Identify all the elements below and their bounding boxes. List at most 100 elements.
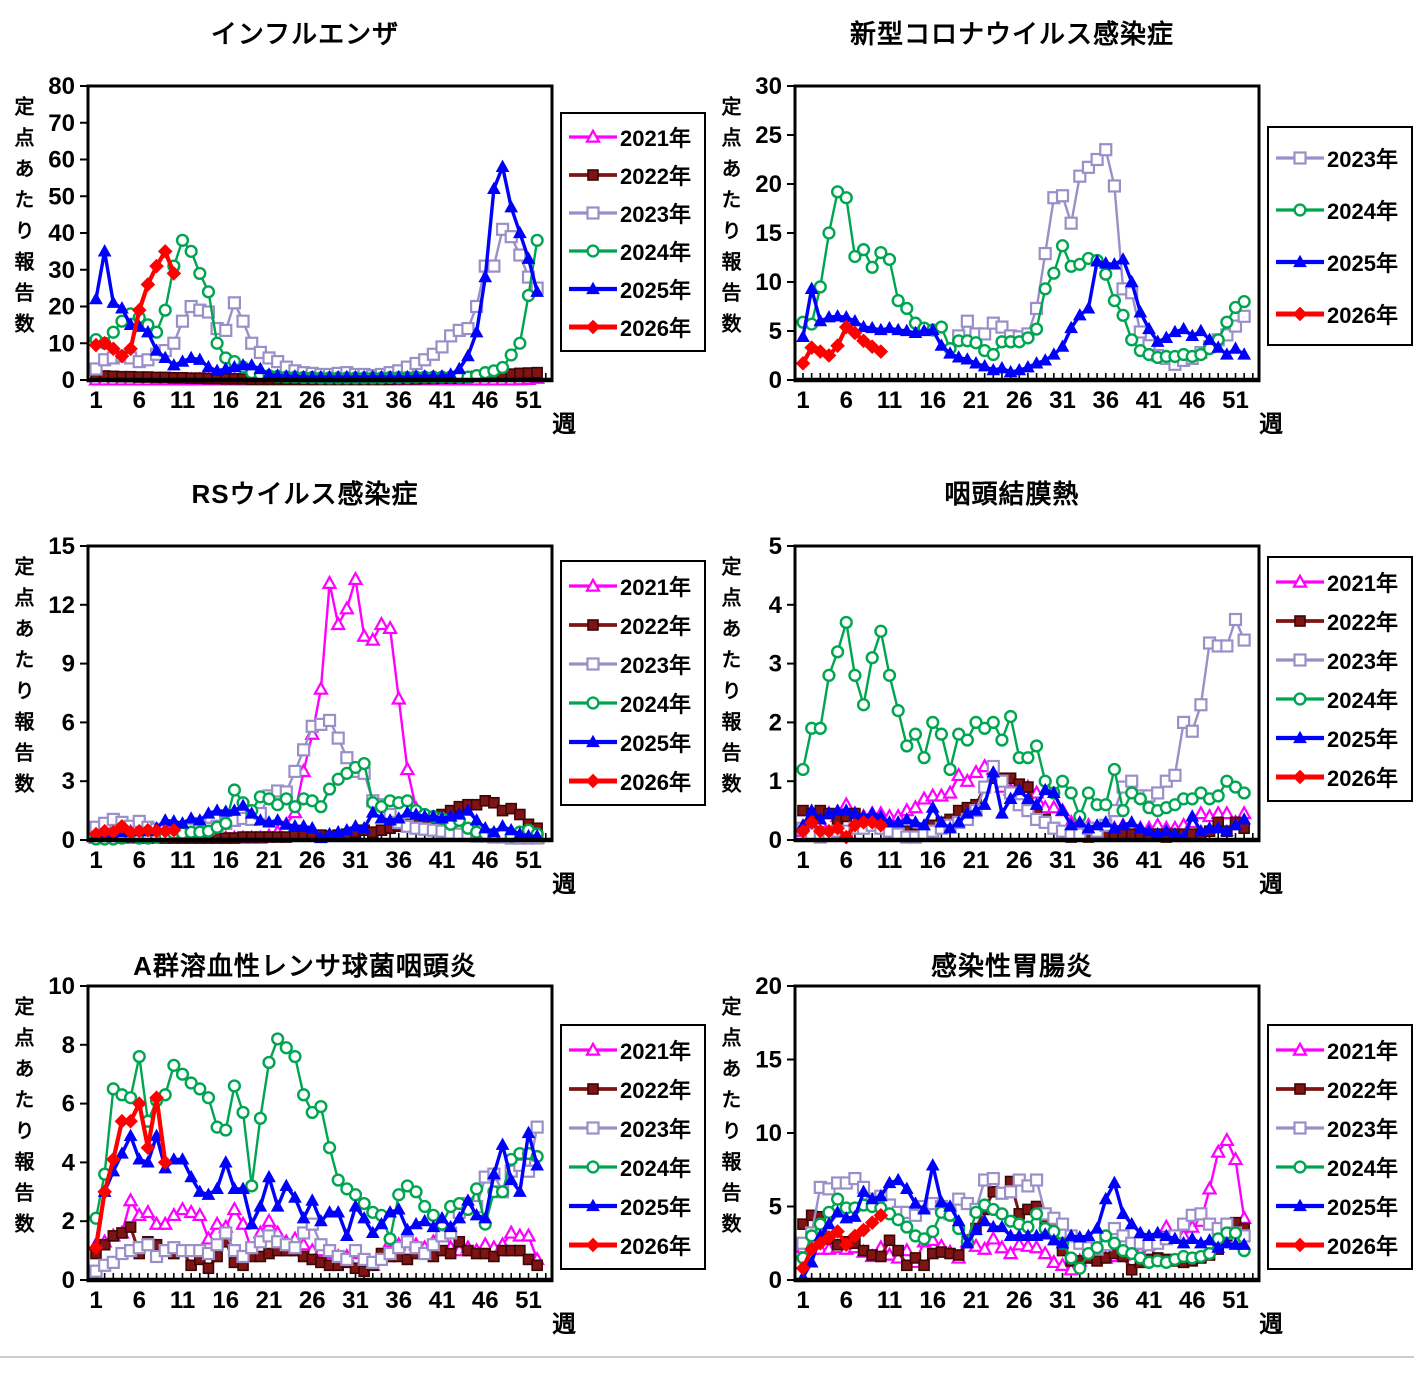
svg-text:21: 21 xyxy=(256,847,283,874)
legend-item-2022: 2022年 xyxy=(1275,605,1411,637)
series-2026 xyxy=(88,818,182,842)
legend-item-2023: 2023年 xyxy=(568,197,704,229)
chart-title: インフルエンザ xyxy=(210,19,400,49)
y-axis-ticks: 0 2 4 6 8 10 xyxy=(48,973,88,1294)
y-axis-title: 定点あたり報告数 xyxy=(718,996,740,1244)
svg-text:6: 6 xyxy=(62,709,75,736)
legend-item-2025: 2025年 xyxy=(568,726,704,758)
svg-text:20: 20 xyxy=(755,973,782,1000)
x-axis-ticks: 1 6 11 16 21 26 31 36 41 46 51 xyxy=(796,373,1254,414)
legend: 2021年 2022年 2023年 2024年 2025年 2026年 xyxy=(1267,556,1413,802)
triangle-open-icon xyxy=(569,128,617,143)
legend-item-2021: 2021年 xyxy=(1275,566,1411,598)
y-axis-ticks: 0 3 6 9 12 15 xyxy=(48,533,88,854)
triangle-filled-icon xyxy=(1276,254,1324,268)
svg-text:51: 51 xyxy=(515,387,542,414)
bottom-divider xyxy=(0,1356,1414,1358)
series-2025 xyxy=(796,765,1251,843)
legend-item-2022: 2022年 xyxy=(568,159,704,191)
svg-text:6: 6 xyxy=(133,387,146,414)
svg-text:20: 20 xyxy=(755,171,782,198)
svg-text:31: 31 xyxy=(342,387,369,414)
svg-text:9: 9 xyxy=(62,651,75,678)
triangle-open-icon xyxy=(569,577,617,592)
svg-text:11: 11 xyxy=(877,847,902,874)
legend-label: 2024年 xyxy=(1327,199,1398,224)
svg-text:1: 1 xyxy=(89,847,102,874)
legend-item-2026: 2026年 xyxy=(1275,1229,1411,1261)
legend-label: 2025年 xyxy=(620,278,691,303)
legend-label: 2021年 xyxy=(620,1038,691,1064)
legend-item-2023: 2023年 xyxy=(568,648,704,680)
legend-label: 2024年 xyxy=(1327,1155,1398,1181)
legend-item-2024: 2024年 xyxy=(1275,1151,1411,1183)
plot-area: 0 3 6 9 12 15 1 6 11 16 21 26 31 36 41 46 51 xyxy=(48,533,554,874)
chart-panel-group-a-strep: A群溶血性レンサ球菌咽頭炎 定点あたり報告数 0 2 4 6 8 10 1 6 11 16 21 26… xyxy=(0,920,707,1373)
series-2026 xyxy=(795,319,889,371)
legend-label: 2021年 xyxy=(620,574,691,600)
svg-text:51: 51 xyxy=(1222,847,1249,874)
svg-text:11: 11 xyxy=(877,387,902,414)
series-2026 xyxy=(795,815,889,845)
svg-text:31: 31 xyxy=(342,847,369,874)
svg-text:1: 1 xyxy=(796,1287,809,1314)
triangle-filled-icon xyxy=(569,734,617,747)
series-2026 xyxy=(88,1090,173,1255)
legend-label: 2023年 xyxy=(620,652,691,678)
svg-text:70: 70 xyxy=(48,110,75,137)
square-filled-icon xyxy=(569,618,617,631)
legend-label: 2026年 xyxy=(620,1233,691,1259)
legend-item-2022: 2022年 xyxy=(1275,1073,1411,1105)
svg-text:31: 31 xyxy=(342,1287,369,1314)
square-filled-icon xyxy=(1276,1082,1324,1095)
legend-item-2025: 2025年 xyxy=(1275,1190,1411,1222)
square-filled-icon xyxy=(569,169,617,181)
circle-open-icon xyxy=(1276,203,1324,217)
diamond-filled-icon xyxy=(569,1237,617,1252)
svg-text:5: 5 xyxy=(769,533,782,560)
svg-text:50: 50 xyxy=(48,183,75,210)
series-2026 xyxy=(795,1208,889,1276)
y-axis-title: 定点あたり報告数 xyxy=(11,96,33,344)
legend-label: 2025年 xyxy=(1327,251,1398,276)
svg-text:41: 41 xyxy=(429,847,456,874)
x-axis-title: 週 xyxy=(552,1311,576,1338)
svg-text:3: 3 xyxy=(62,768,75,795)
legend-label: 2021年 xyxy=(1327,1038,1398,1064)
y-axis-title: 定点あたり報告数 xyxy=(11,996,33,1244)
legend-label: 2022年 xyxy=(620,613,691,639)
svg-text:31: 31 xyxy=(1049,387,1076,414)
legend-item-2026: 2026年 xyxy=(1275,761,1411,793)
svg-text:16: 16 xyxy=(212,1287,239,1314)
legend-item-2025: 2025年 xyxy=(1275,722,1411,754)
svg-text:80: 80 xyxy=(48,73,75,100)
svg-text:26: 26 xyxy=(1006,1287,1033,1314)
legend-label: 2026年 xyxy=(1327,1233,1398,1259)
triangle-filled-icon xyxy=(569,1198,617,1211)
legend-label: 2026年 xyxy=(1327,765,1398,791)
legend-label: 2022年 xyxy=(1327,1077,1398,1103)
chart-title: RSウイルス感染症 xyxy=(191,479,419,509)
legend-item-2021: 2021年 xyxy=(568,121,704,153)
legend-item-2023: 2023年 xyxy=(1275,1112,1411,1144)
svg-text:1: 1 xyxy=(89,1287,102,1314)
svg-text:1: 1 xyxy=(796,387,809,414)
x-axis-ticks: 1 6 11 16 21 26 31 36 41 46 51 xyxy=(796,1273,1254,1314)
circle-open-icon xyxy=(569,695,617,710)
svg-text:21: 21 xyxy=(963,387,990,414)
series-2023 xyxy=(796,612,1251,844)
legend-item-2026: 2026年 xyxy=(568,311,704,343)
legend-label: 2025年 xyxy=(1327,1194,1398,1220)
svg-text:46: 46 xyxy=(472,387,499,414)
svg-text:25: 25 xyxy=(755,122,782,149)
svg-text:51: 51 xyxy=(1222,387,1249,414)
svg-text:36: 36 xyxy=(385,847,412,874)
square-open-icon xyxy=(569,1120,617,1135)
svg-text:26: 26 xyxy=(299,387,326,414)
diamond-filled-icon xyxy=(1276,769,1324,784)
diamond-filled-icon xyxy=(1276,1237,1324,1252)
y-axis-ticks: 0 5 10 15 20 xyxy=(755,973,795,1294)
square-open-icon xyxy=(1276,1120,1324,1135)
legend-item-2026: 2026年 xyxy=(1275,298,1411,330)
svg-text:5: 5 xyxy=(769,318,782,345)
